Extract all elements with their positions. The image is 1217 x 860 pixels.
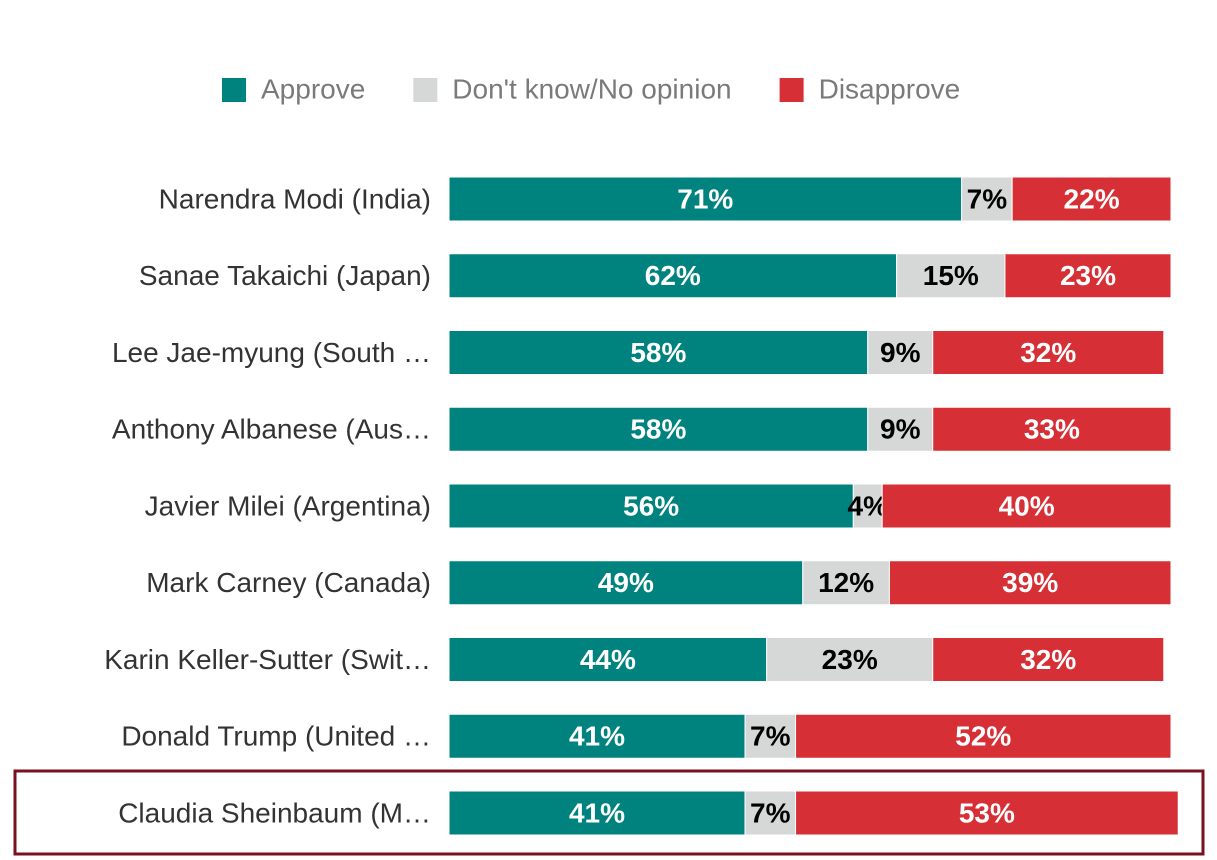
bar-segment (448, 483, 854, 529)
legend-label: Approve (261, 73, 365, 104)
bar-segment (448, 713, 746, 759)
value-label: 9% (880, 337, 921, 368)
value-label: 7% (750, 721, 791, 752)
category-label: Sanae Takaichi (Japan) (139, 260, 431, 291)
category-label: Karin Keller-Sutter (Swit… (104, 644, 431, 675)
value-label: 22% (1064, 183, 1120, 214)
bar-segment (1011, 176, 1172, 222)
value-label: 58% (630, 414, 686, 445)
bar-segment (896, 253, 1006, 299)
value-label: 32% (1020, 337, 1076, 368)
category-label: Narendra Modi (India) (159, 183, 431, 214)
value-label: 40% (999, 490, 1055, 521)
legend-swatch (222, 78, 246, 102)
bar-segment (932, 637, 1165, 682)
value-label: 12% (818, 567, 874, 598)
bar-segment (448, 253, 898, 299)
category-label: Mark Carney (Canada) (146, 567, 431, 598)
value-label: 7% (750, 797, 791, 828)
value-label: 33% (1024, 414, 1080, 445)
category-label: Anthony Albanese (Aus… (112, 414, 431, 445)
legend-label: Disapprove (819, 73, 961, 104)
value-label: 52% (955, 721, 1011, 752)
bar-segment (744, 790, 797, 836)
value-label: 62% (645, 260, 701, 291)
value-label: 53% (959, 797, 1015, 828)
value-label: 71% (677, 183, 733, 214)
value-label: 23% (822, 644, 878, 675)
bar-segment (867, 330, 934, 375)
legend-label: Don't know/No opinion (452, 73, 731, 104)
value-label: 44% (580, 644, 636, 675)
value-label: 9% (880, 414, 921, 445)
bar-segment (448, 176, 963, 222)
category-label: Claudia Sheinbaum (M… (118, 797, 431, 828)
bar-segment (867, 406, 934, 452)
bar-segment (448, 637, 768, 682)
value-label: 58% (630, 337, 686, 368)
value-label: 41% (569, 721, 625, 752)
value-label: 39% (1002, 567, 1058, 598)
legend-swatch (413, 78, 438, 102)
bar-segment (795, 790, 1179, 836)
bar-segment (888, 560, 1172, 606)
bar-segment (766, 637, 934, 682)
bar-segment (881, 483, 1172, 529)
bar-segment (961, 176, 1013, 222)
category-label: Lee Jae-myung (South … (112, 337, 431, 368)
value-label: 56% (623, 490, 679, 521)
value-label: 23% (1060, 260, 1116, 291)
value-label: 4% (848, 490, 889, 521)
bar-segment (448, 330, 869, 375)
highlight-box (13, 769, 1205, 856)
value-label: 15% (923, 260, 979, 291)
bar-segment (448, 406, 869, 452)
legend-swatch (779, 78, 804, 102)
value-label: 49% (598, 567, 654, 598)
value-label: 41% (569, 797, 625, 828)
value-label: 7% (967, 183, 1008, 214)
value-label: 32% (1020, 644, 1076, 675)
category-label: Donald Trump (United … (121, 721, 431, 752)
category-label: Javier Milei (Argentina) (145, 490, 431, 521)
bar-segment (1004, 253, 1172, 299)
bar-segment (802, 560, 890, 606)
bar-segment (448, 560, 804, 606)
bar-segment (932, 330, 1165, 375)
bar-segment (795, 713, 1172, 759)
bar-segment (932, 406, 1172, 452)
